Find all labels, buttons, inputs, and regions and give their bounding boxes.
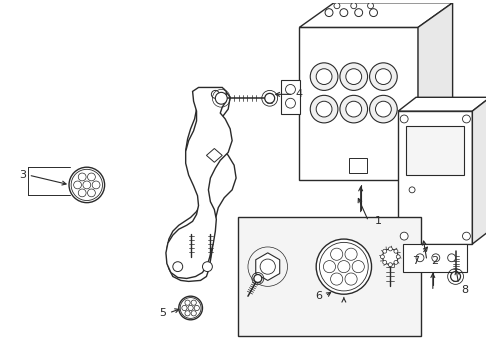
Circle shape: [309, 95, 337, 123]
Circle shape: [184, 300, 190, 305]
Polygon shape: [166, 89, 236, 282]
Polygon shape: [299, 3, 452, 27]
Circle shape: [462, 115, 469, 123]
Circle shape: [74, 181, 81, 189]
Polygon shape: [397, 97, 488, 111]
Polygon shape: [417, 3, 452, 180]
Circle shape: [316, 69, 331, 85]
Circle shape: [431, 254, 439, 262]
Polygon shape: [471, 97, 488, 244]
Circle shape: [211, 90, 219, 98]
Circle shape: [87, 189, 95, 197]
Circle shape: [415, 254, 423, 262]
Circle shape: [408, 187, 414, 193]
Circle shape: [339, 95, 367, 123]
Circle shape: [330, 248, 342, 260]
Circle shape: [382, 260, 386, 264]
Circle shape: [264, 93, 274, 103]
Circle shape: [399, 232, 407, 240]
Circle shape: [395, 255, 399, 259]
Circle shape: [323, 261, 335, 273]
Circle shape: [350, 3, 356, 9]
Circle shape: [330, 273, 342, 285]
Circle shape: [69, 167, 104, 203]
Circle shape: [202, 262, 212, 271]
Polygon shape: [165, 87, 232, 278]
Circle shape: [309, 63, 337, 90]
Circle shape: [92, 181, 100, 189]
Bar: [402, 244, 467, 271]
Circle shape: [339, 9, 347, 17]
Circle shape: [369, 63, 396, 90]
Circle shape: [382, 249, 386, 253]
Circle shape: [344, 248, 356, 260]
Circle shape: [447, 254, 455, 262]
Circle shape: [333, 3, 339, 9]
Circle shape: [351, 261, 364, 273]
Circle shape: [337, 261, 349, 273]
Circle shape: [344, 273, 356, 285]
Circle shape: [375, 101, 390, 117]
Circle shape: [339, 63, 367, 90]
Circle shape: [215, 93, 227, 104]
Text: 6: 6: [315, 291, 322, 301]
Circle shape: [184, 311, 190, 316]
Text: 3: 3: [19, 170, 26, 180]
Circle shape: [78, 189, 86, 197]
Circle shape: [387, 263, 391, 267]
Bar: [299, 27, 417, 180]
Circle shape: [367, 3, 373, 9]
Circle shape: [187, 305, 193, 311]
Text: 4: 4: [295, 89, 302, 99]
Circle shape: [78, 173, 86, 181]
Circle shape: [399, 115, 407, 123]
Circle shape: [354, 9, 362, 17]
Text: 1: 1: [374, 216, 381, 226]
Circle shape: [172, 262, 183, 271]
Circle shape: [285, 85, 295, 94]
Bar: [406, 126, 464, 175]
Circle shape: [71, 169, 102, 201]
Text: 7: 7: [411, 256, 419, 266]
Circle shape: [319, 242, 367, 291]
Circle shape: [316, 239, 371, 294]
Text: 5: 5: [159, 308, 166, 318]
Polygon shape: [255, 253, 279, 280]
Circle shape: [260, 259, 275, 274]
Bar: [238, 217, 420, 336]
Circle shape: [87, 173, 95, 181]
Circle shape: [194, 305, 199, 311]
Circle shape: [393, 249, 397, 253]
Circle shape: [182, 305, 187, 311]
Circle shape: [253, 275, 261, 282]
Text: 8: 8: [460, 285, 467, 295]
Circle shape: [450, 271, 460, 282]
Circle shape: [345, 101, 361, 117]
Circle shape: [325, 9, 332, 17]
Circle shape: [180, 298, 201, 318]
Circle shape: [316, 101, 331, 117]
Circle shape: [83, 181, 91, 189]
Circle shape: [191, 300, 196, 305]
Circle shape: [382, 249, 397, 265]
Circle shape: [393, 260, 397, 264]
Bar: [397, 111, 471, 244]
Circle shape: [285, 98, 295, 108]
Polygon shape: [206, 148, 222, 162]
Circle shape: [380, 255, 384, 259]
Circle shape: [345, 69, 361, 85]
Circle shape: [369, 9, 377, 17]
Circle shape: [387, 247, 391, 251]
Circle shape: [375, 69, 390, 85]
Circle shape: [369, 95, 396, 123]
Text: 2: 2: [430, 256, 437, 266]
Circle shape: [191, 311, 196, 316]
Bar: [348, 158, 366, 173]
Circle shape: [179, 296, 202, 320]
Circle shape: [462, 232, 469, 240]
Bar: [280, 80, 300, 114]
